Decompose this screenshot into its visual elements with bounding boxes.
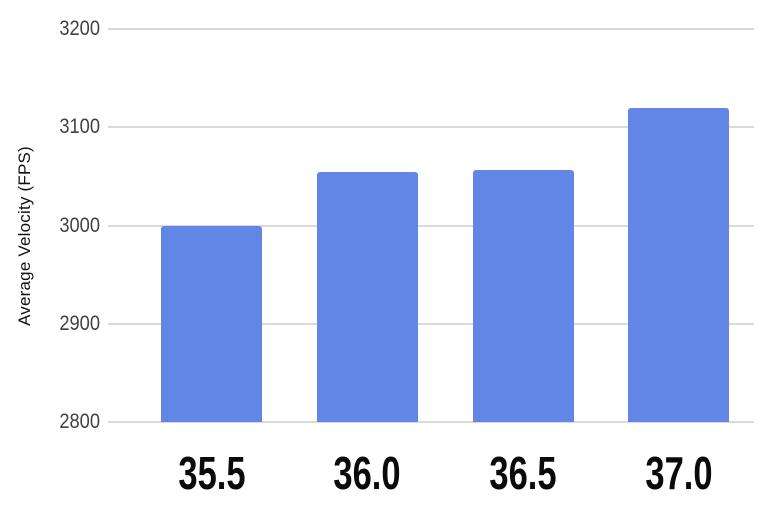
x-axis-label: 36.0 (333, 447, 401, 499)
bar-36.5 (472, 170, 574, 422)
bar-36.0 (316, 172, 418, 422)
x-axis-label: 35.5 (177, 447, 246, 499)
gridline (108, 126, 754, 129)
y-tick-label: 3200 (59, 17, 100, 40)
gridline (108, 224, 754, 227)
x-axis-label: 36.5 (489, 447, 557, 499)
x-axis-label: 37.0 (645, 447, 713, 499)
y-tick-label: 3000 (59, 213, 100, 237)
bar-35.5 (161, 226, 262, 422)
y-tick-label: 3100 (59, 115, 100, 139)
gridline (108, 322, 754, 325)
y-tick-label: 2800 (59, 410, 100, 433)
gridline (108, 421, 754, 423)
y-tick-label: 2900 (59, 311, 100, 335)
gridline (108, 28, 754, 30)
bar-37.0 (628, 107, 730, 422)
